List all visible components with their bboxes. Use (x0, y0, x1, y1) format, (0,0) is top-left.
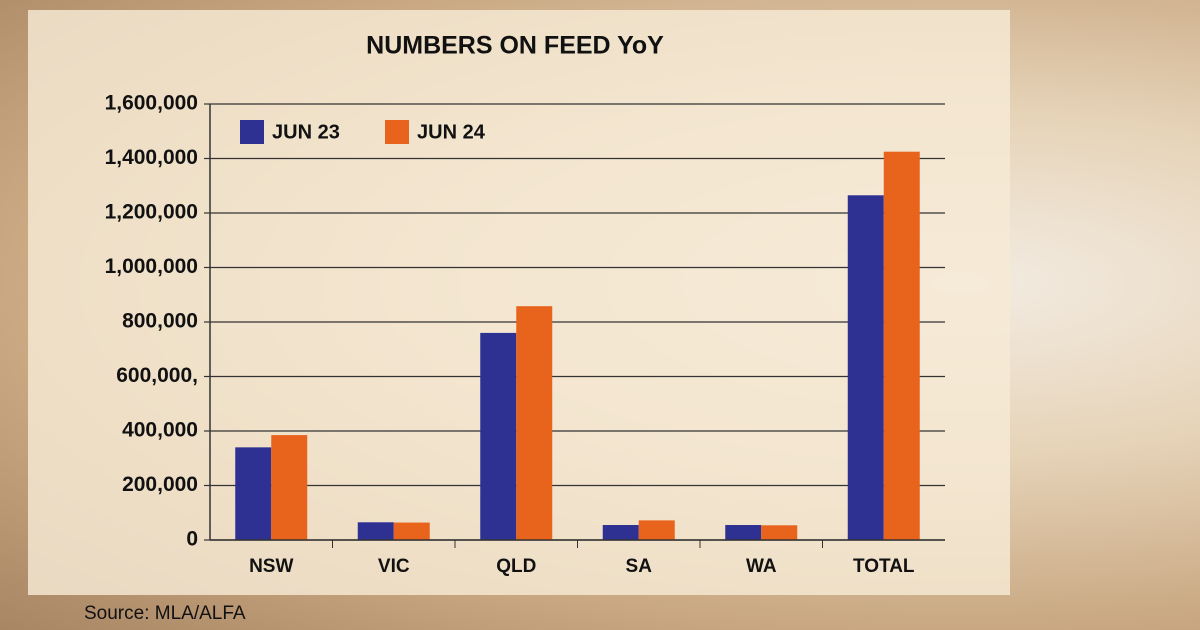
bar (480, 332, 517, 540)
legend-swatch (240, 120, 264, 144)
bar (357, 522, 394, 540)
legend-swatch (385, 120, 409, 144)
x-tick-label: SA (626, 556, 653, 577)
y-tick-label: 1,200,000 (105, 201, 198, 224)
bar (883, 151, 920, 540)
bar (725, 525, 762, 540)
bar (602, 525, 639, 540)
bar (235, 447, 272, 540)
y-tick-label: 800,000 (122, 310, 198, 333)
legend-label: JUN 23 (272, 121, 340, 143)
x-tick-label: WA (746, 556, 777, 577)
bar (761, 525, 798, 540)
bar (393, 522, 430, 540)
y-tick-label: 1,400,000 (105, 146, 198, 169)
x-tick-label: VIC (378, 556, 410, 577)
source: Source: MLA/ALFA (84, 603, 246, 624)
x-tick-label: NSW (249, 556, 293, 577)
y-tick-label: 600,000, (116, 364, 198, 387)
x-tick-label: TOTAL (853, 556, 915, 577)
bar (271, 435, 308, 540)
bar (847, 195, 884, 540)
legend-label: JUN 24 (417, 121, 486, 143)
x-tick-label: QLD (496, 556, 536, 577)
bar (638, 520, 675, 540)
bar (516, 306, 553, 540)
y-tick-label: 400,000 (122, 419, 198, 442)
y-tick-label: 1,600,000 (105, 92, 198, 115)
y-tick-label: 200,000 (122, 473, 198, 496)
y-tick-label: 1,000,000 (105, 255, 198, 278)
y-tick-label: 0 (186, 528, 198, 551)
chart-title: NUMBERS ON FEED YoY (366, 32, 664, 60)
